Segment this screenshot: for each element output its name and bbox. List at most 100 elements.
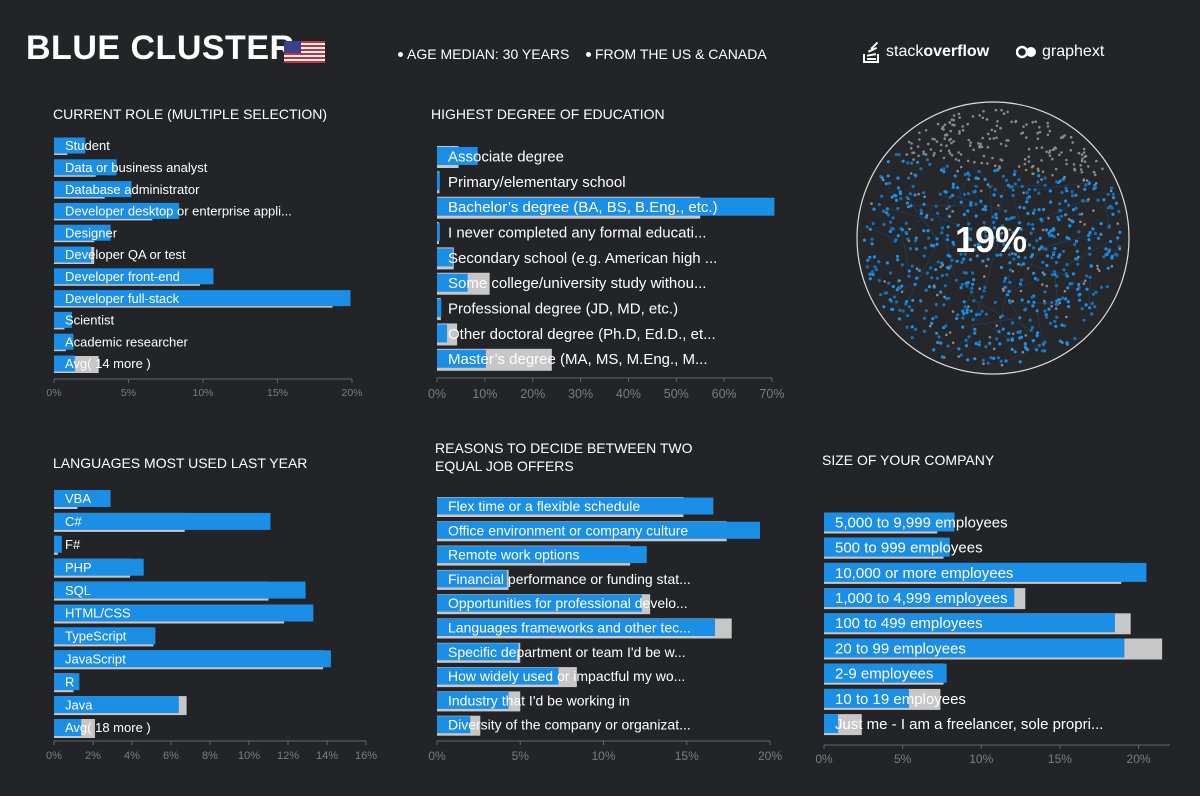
network-node [993, 169, 997, 173]
network-node [1045, 315, 1049, 319]
network-node [1071, 194, 1075, 198]
network-edge [989, 186, 994, 237]
category-label: 20 to 99 employees [835, 640, 966, 657]
network-node [882, 305, 886, 309]
network-node [1013, 252, 1018, 256]
stackoverflow-logo: stackoverflow [862, 39, 989, 65]
network-node [958, 116, 961, 119]
network-node [945, 164, 949, 168]
network-node [901, 159, 905, 163]
network-node [996, 356, 1001, 360]
network-node [1043, 309, 1047, 313]
network-node [998, 233, 1002, 237]
network-node [951, 210, 954, 213]
network-node [959, 353, 963, 357]
network-node [1079, 168, 1083, 171]
chart-title-reasons: REASONS TO DECIDE BETWEEN TWO EQUAL JOB … [435, 440, 693, 474]
network-node [1068, 224, 1072, 228]
network-node [898, 286, 902, 290]
network-node [971, 271, 975, 275]
network-node [940, 231, 944, 235]
network-node [1038, 130, 1042, 134]
network-node [928, 324, 932, 328]
network-node [1048, 154, 1052, 157]
category-label: Professional degree (JD, MD, etc.) [448, 301, 678, 318]
network-node [971, 115, 975, 118]
network-node [977, 142, 980, 145]
network-node [927, 285, 932, 289]
network-node [955, 316, 959, 321]
network-node [1013, 350, 1017, 354]
cluster-bar [54, 268, 214, 285]
cluster-bar [437, 570, 507, 588]
network-node [1018, 205, 1022, 209]
network-node [1003, 285, 1007, 289]
network-edge [944, 191, 950, 207]
network-edge [978, 171, 1002, 197]
network-node [1064, 199, 1068, 203]
network-edge [905, 244, 938, 305]
network-node [1056, 215, 1060, 219]
network-node [1007, 217, 1011, 221]
graphext-icon [1016, 45, 1036, 59]
network-node [907, 269, 911, 273]
network-node [998, 342, 1002, 346]
network-node [893, 239, 897, 243]
network-node [1077, 282, 1081, 286]
network-node [1093, 305, 1097, 309]
network-node [907, 140, 911, 144]
x-tick-label: 5% [894, 752, 912, 766]
cluster-bar [437, 324, 448, 343]
network-node [888, 229, 892, 234]
network-edge [942, 174, 970, 229]
network-node [1066, 300, 1070, 304]
cluster-bar [437, 619, 716, 636]
network-node [999, 265, 1004, 270]
network-node [949, 137, 952, 141]
network-node [1032, 271, 1036, 275]
network-node [970, 286, 974, 290]
cluster-bar [824, 562, 1147, 582]
network-node [1005, 293, 1010, 297]
network-node [982, 110, 985, 113]
network-node [1101, 167, 1104, 171]
network-node [996, 168, 1000, 172]
network-node [988, 336, 992, 339]
network-node [1080, 307, 1084, 311]
network-node [1031, 304, 1035, 308]
network-node [948, 195, 952, 199]
network-node [930, 276, 934, 280]
network-node [934, 315, 938, 319]
cluster-bar [54, 333, 74, 350]
network-node [1007, 139, 1010, 142]
network-node [1072, 163, 1076, 166]
network-node [986, 145, 990, 149]
network-node [936, 211, 940, 215]
cluster-bar [437, 299, 442, 318]
cluster-bar [54, 181, 132, 198]
network-node [943, 295, 946, 299]
network-node [977, 343, 981, 347]
network-node [1067, 218, 1071, 221]
network-node [899, 197, 903, 201]
network-node [1111, 192, 1115, 196]
network-node [1082, 318, 1086, 322]
network-node [1060, 214, 1064, 218]
network-node [967, 138, 971, 142]
category-label: Developer QA or test [65, 247, 186, 262]
bullet-icon [398, 51, 403, 57]
cluster-bar [824, 537, 950, 557]
category-label: Developer front-end [65, 269, 180, 284]
network-node [973, 357, 977, 361]
network-node [1047, 231, 1051, 235]
us-flag-icon [284, 41, 325, 63]
network-node [1087, 181, 1091, 186]
network-node [886, 213, 891, 217]
network-node [932, 348, 936, 352]
network-edge [954, 175, 970, 224]
network-edge [973, 300, 1032, 331]
category-label: 10 to 19 employees [835, 691, 966, 708]
network-node [1002, 279, 1007, 283]
network-node [986, 132, 990, 136]
network-node [1054, 307, 1058, 310]
